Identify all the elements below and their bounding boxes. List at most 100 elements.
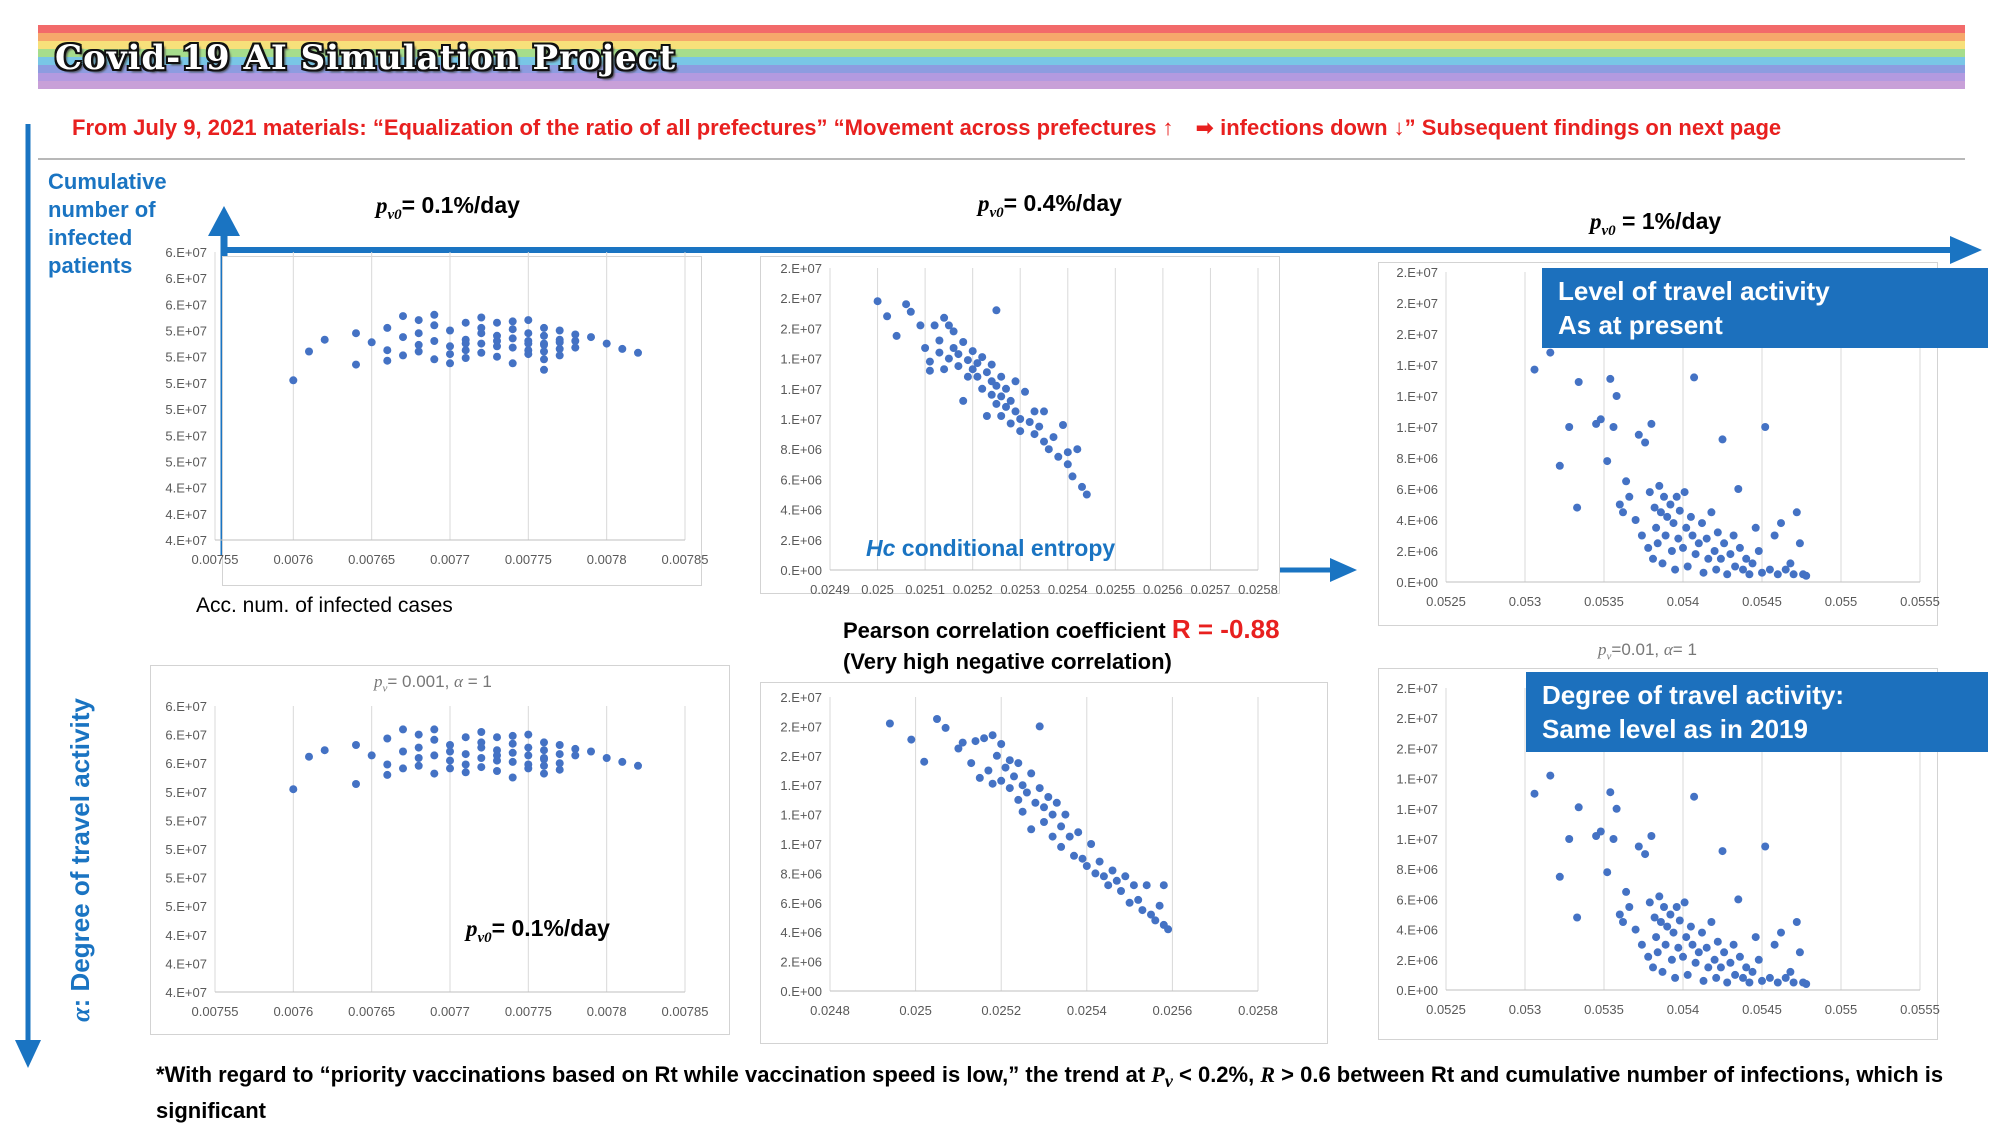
scatter-point: [978, 353, 987, 362]
scatter-point: [430, 337, 439, 345]
scatter-point: [1603, 868, 1612, 877]
scatter-point: [959, 338, 968, 346]
scatter-point: [524, 339, 533, 348]
scatter-point: [1702, 943, 1711, 952]
scatter-point: [1671, 973, 1680, 982]
scatter-point: [1574, 378, 1583, 386]
scatter-point: [982, 412, 991, 420]
scatter-point: [1021, 387, 1029, 396]
scatter-point: [1683, 562, 1692, 571]
scatter-point: [1758, 976, 1766, 985]
scatter-point: [925, 357, 934, 366]
scatter-point: [1061, 810, 1070, 819]
y-tick-label: 1.E+07: [1396, 420, 1438, 435]
scatter-point: [1112, 876, 1121, 885]
scatter-point: [988, 779, 997, 788]
scatter-point: [1691, 550, 1700, 559]
scatter-point: [508, 343, 517, 352]
scatter-point: [1078, 854, 1087, 863]
scatter-point: [1044, 445, 1053, 454]
scatter-point: [414, 329, 423, 338]
scatter-point: [1718, 847, 1727, 856]
scatter-point: [1068, 472, 1077, 481]
hc-entropy-label: Hc conditional entropy: [866, 535, 1116, 561]
scatter-point: [1704, 963, 1713, 972]
scatter-point: [1006, 419, 1015, 428]
x-tick-label: 0.0255: [1095, 582, 1135, 597]
scatter-point: [1698, 519, 1706, 528]
scatter-point: [1573, 503, 1582, 512]
scatter-point: [940, 365, 949, 374]
scatter-point: [1574, 803, 1583, 812]
scatter-point: [980, 734, 989, 743]
scatter-point: [1082, 862, 1091, 870]
scatter-point: [997, 392, 1006, 401]
scatter-point: [1726, 550, 1735, 559]
scatter-point: [1645, 488, 1654, 497]
scatter-point: [1739, 973, 1747, 982]
scatter-chart-bottom-left: 0.00755 0.0076 0.00765 0.0077 0.00775 0.0078 0…: [165, 699, 708, 1019]
scatter-point: [1022, 788, 1031, 797]
scatter-point: [1699, 976, 1708, 985]
scatter-point: [1786, 967, 1795, 976]
scatter-point: [1731, 562, 1740, 571]
scatter-point: [997, 740, 1006, 748]
scatter-point: [1742, 963, 1751, 972]
y-tick-label: 4.E+07: [165, 533, 207, 548]
scatter-point: [1777, 928, 1785, 937]
scatter-point: [1634, 842, 1643, 851]
scatter-point: [1001, 763, 1010, 772]
scatter-point: [1596, 415, 1605, 424]
scatter-point: [1095, 857, 1104, 866]
scatter-point: [477, 348, 486, 357]
scatter-point: [493, 751, 501, 760]
y-tick-label: 1.E+07: [1396, 389, 1438, 404]
scatter-point: [446, 747, 454, 756]
scatter-point: [1731, 970, 1740, 979]
scatter-point: [461, 760, 470, 769]
pearson-annotation: Pearson correlation coefficient R = -0.8…: [843, 614, 1280, 674]
scatter-point: [555, 759, 564, 768]
y-tick-label: 4.E+06: [1396, 513, 1438, 528]
scatter-point: [1674, 943, 1683, 952]
scatter-point: [383, 760, 392, 769]
y-tick-label: 4.E+07: [165, 928, 207, 943]
scatter-point: [1770, 531, 1779, 540]
scatter-point: [555, 750, 564, 759]
x-tick-label: 0.0254: [1067, 1003, 1107, 1018]
x-tick-label: 0.00755: [192, 1004, 239, 1019]
scatter-point: [954, 350, 963, 359]
hc-arrow-head: [1330, 558, 1357, 582]
scatter-point: [1661, 531, 1670, 540]
scatter-point: [1679, 952, 1687, 961]
pv-label-bottom-left: pv0= 0.1%/day: [466, 915, 610, 946]
scatter-point: [571, 330, 580, 339]
scatter-point: [1005, 756, 1014, 765]
scatter-chart-top-left: 0.00755 0.0076 0.00765 0.0077 0.00775 0.0078 0…: [165, 245, 708, 567]
scatter-point: [1057, 822, 1066, 831]
x-tick-label: 0.00765: [348, 1004, 395, 1019]
scatter-point: [1048, 810, 1057, 819]
x-tick-label: 0.0076: [273, 552, 313, 567]
scatter-point: [992, 399, 1001, 408]
y-tick-label: 2.E+07: [1396, 741, 1438, 756]
scatter-point: [1647, 419, 1656, 428]
scatter-point: [1666, 910, 1675, 919]
scatter-point: [461, 318, 470, 327]
x-tick-label: 0.0077: [430, 1004, 470, 1019]
scatter-point: [973, 372, 982, 381]
scatter-point: [1675, 916, 1684, 925]
y-tick-label: 2.E+07: [780, 321, 822, 336]
scatter-point: [1751, 933, 1760, 942]
acc-num-label: Acc. num. of infected cases: [196, 594, 453, 617]
scatter-point: [461, 339, 470, 348]
scatter-point: [1745, 570, 1754, 579]
scatter-point: [1704, 554, 1713, 563]
scatter-point: [1656, 508, 1665, 517]
chart-panel-bottom-left: [150, 665, 730, 1035]
scatter-point: [1546, 348, 1555, 357]
x-tick-label: 0.00765: [348, 552, 395, 567]
scatter-point: [1789, 570, 1798, 579]
scatter-point: [540, 365, 548, 374]
scatter-point: [1656, 918, 1665, 926]
